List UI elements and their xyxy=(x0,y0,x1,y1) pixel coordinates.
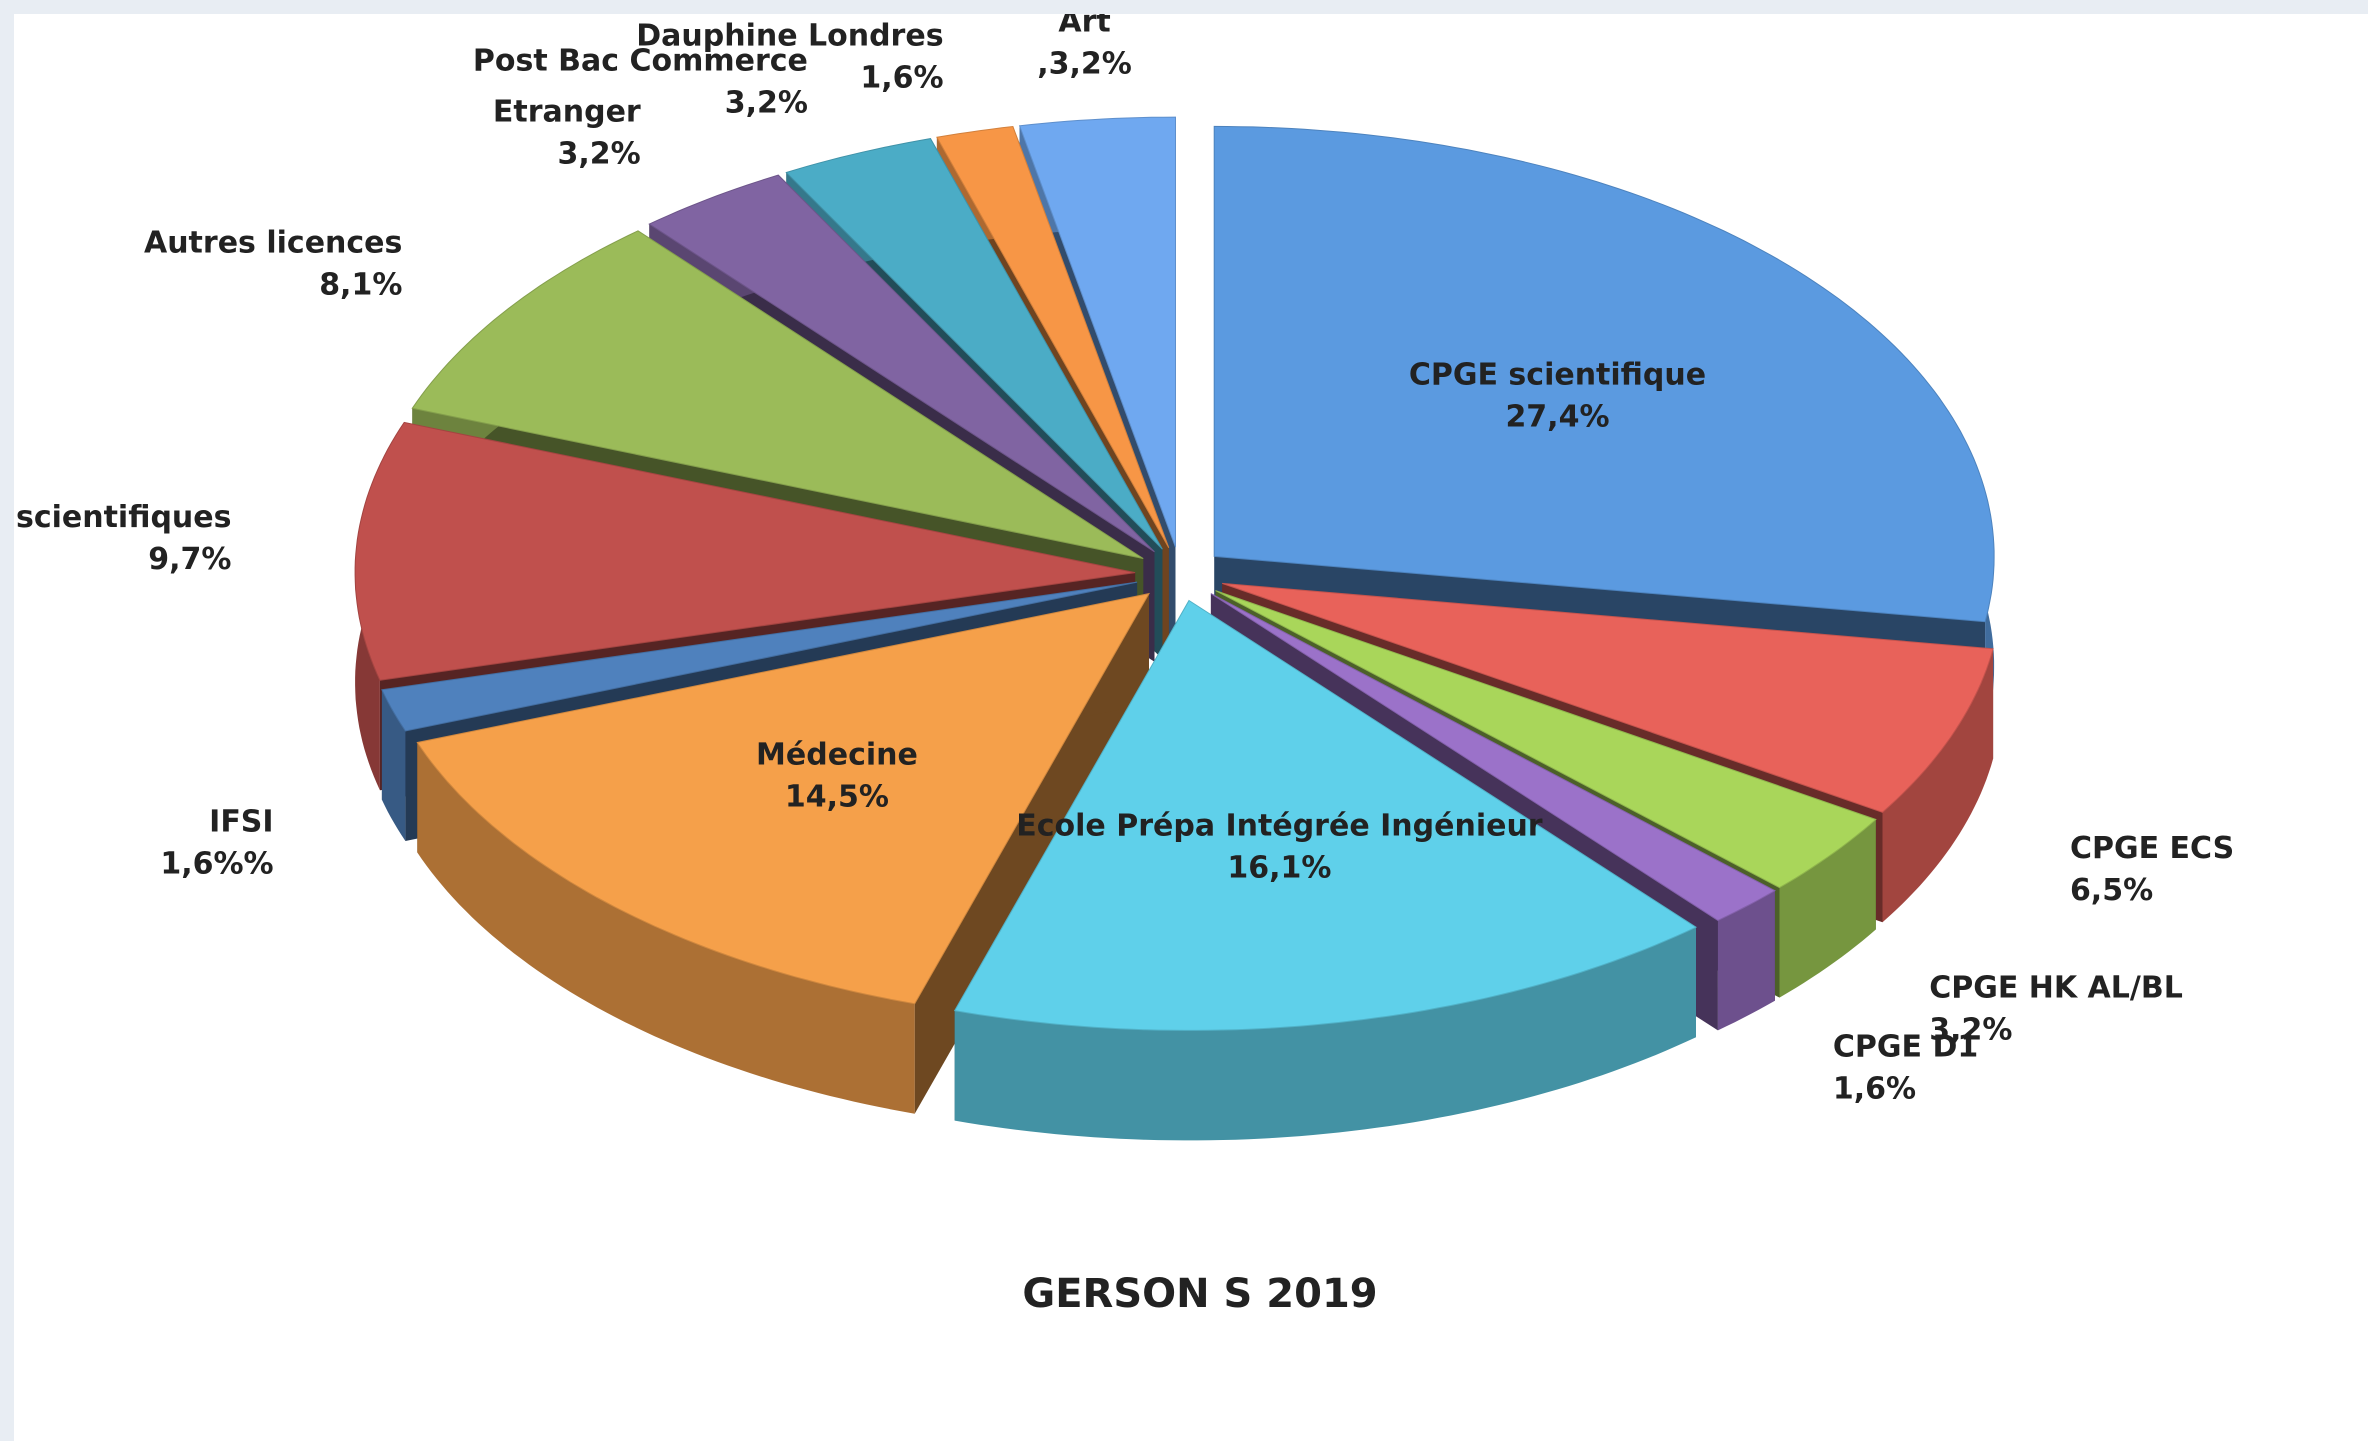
slice xyxy=(1210,593,1776,921)
slice-value-label: 3,2% xyxy=(558,137,641,172)
slice-value-label: 9,7% xyxy=(148,542,231,577)
slice-value-label: 1,6% xyxy=(1833,1071,1916,1106)
slice xyxy=(936,125,1170,549)
slice xyxy=(1222,582,1994,813)
slice-label: Art xyxy=(1058,14,1110,39)
slice xyxy=(1213,125,1995,623)
slice xyxy=(1215,590,1877,889)
slice-label: CPGE scientifique xyxy=(1409,358,1706,393)
slice-value-label: 1,6%% xyxy=(160,847,273,882)
slice-value-label: ,3,2% xyxy=(1037,46,1132,81)
slice-label: Autres licences xyxy=(144,226,402,261)
slice-wall xyxy=(954,927,1696,1141)
slice-label: CPGE D1 xyxy=(1833,1029,1978,1064)
slice-label: CPGE HK AL/BL xyxy=(1929,971,2183,1006)
slice xyxy=(785,138,1163,550)
slice xyxy=(411,230,1144,559)
slice-value-label: 3,2% xyxy=(1929,1013,2012,1048)
slice-wall xyxy=(381,689,406,841)
slice xyxy=(953,599,1698,1141)
slice xyxy=(416,592,1150,1005)
slice-value-label: 27,4% xyxy=(1505,400,1609,435)
slice xyxy=(1018,116,1176,548)
slice-value-label: 6,5% xyxy=(2070,873,2153,908)
slice-value-label: 1,6% xyxy=(860,60,943,95)
slice xyxy=(648,174,1155,553)
slice-wall xyxy=(1717,890,1775,1031)
pie xyxy=(354,116,1995,1141)
slice-wall xyxy=(1779,819,1876,998)
slice-value-label: 16,1% xyxy=(1227,850,1331,885)
slice-label: Dauphine Londres xyxy=(636,18,943,53)
slice-label: Etranger xyxy=(493,95,641,130)
slice-label: CPGE ECS xyxy=(2070,831,2234,866)
slice-label: Licences scientifiques xyxy=(14,500,231,535)
slice xyxy=(381,581,1138,732)
slice xyxy=(953,599,1698,1031)
slice xyxy=(354,421,1136,681)
slice-value-label: 8,1% xyxy=(319,268,402,303)
chart-title: GERSON S 2019 xyxy=(1022,1271,1377,1317)
slice-label: IFSI xyxy=(209,805,273,840)
slice-value-label: 14,5% xyxy=(785,780,889,815)
chart: GERSON S 2019 CPGE scientifique 27,4% CPGE… xyxy=(14,14,2368,1441)
slice-label: Post Bac Commerce xyxy=(473,44,808,79)
slice-wall xyxy=(417,742,915,1114)
slice-label: Médecine xyxy=(756,738,918,773)
slice-wall xyxy=(1882,648,1994,923)
slice-label: Ecole Prépa Intégrée Ingénieur xyxy=(1016,808,1543,843)
slice-value-label: 3,2% xyxy=(725,86,808,121)
